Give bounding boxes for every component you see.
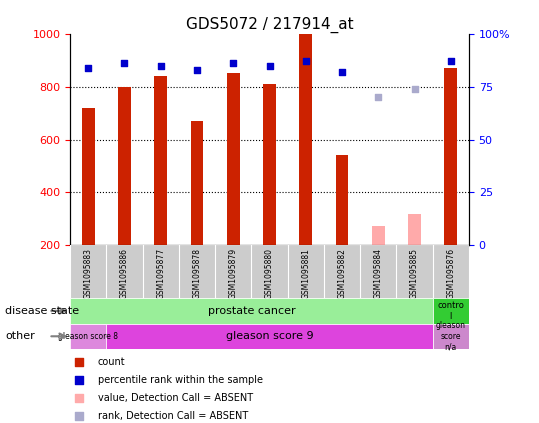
Point	[120, 60, 129, 67]
Bar	[408, 214, 421, 245]
FancyBboxPatch shape	[288, 245, 324, 298]
Text: gleason score 9: gleason score 9	[226, 331, 313, 341]
Text: rank, Detection Call = ABSENT: rank, Detection Call = ABSENT	[98, 411, 248, 421]
Text: prostate cancer: prostate cancer	[208, 306, 295, 316]
Text: GSM1095876: GSM1095876	[446, 248, 455, 299]
Bar	[263, 84, 276, 245]
Text: value, Detection Call = ABSENT: value, Detection Call = ABSENT	[98, 393, 253, 403]
Point	[156, 62, 165, 69]
Point	[378, 318, 387, 325]
Text: gleason
score
n/a: gleason score n/a	[436, 321, 466, 351]
FancyBboxPatch shape	[143, 245, 179, 298]
Text: count: count	[98, 357, 125, 367]
Point	[374, 94, 383, 101]
Point	[84, 64, 93, 71]
Text: GSM1095880: GSM1095880	[265, 248, 274, 299]
Point	[301, 58, 310, 65]
Text: contro
l: contro l	[437, 301, 464, 321]
Text: other: other	[5, 331, 35, 341]
Point	[192, 66, 201, 73]
Text: GSM1095883: GSM1095883	[84, 248, 93, 299]
Point	[410, 85, 419, 92]
FancyBboxPatch shape	[70, 298, 433, 324]
Text: GSM1095877: GSM1095877	[156, 248, 165, 299]
Text: disease state: disease state	[5, 306, 80, 316]
Text: GSM1095882: GSM1095882	[337, 248, 347, 299]
Point	[229, 60, 238, 67]
Bar	[118, 87, 131, 245]
Bar	[300, 34, 312, 245]
Text: gleason score 8: gleason score 8	[58, 332, 118, 341]
FancyBboxPatch shape	[106, 324, 433, 349]
FancyBboxPatch shape	[215, 245, 251, 298]
Text: GSM1095879: GSM1095879	[229, 248, 238, 299]
FancyBboxPatch shape	[251, 245, 288, 298]
FancyBboxPatch shape	[106, 245, 143, 298]
FancyBboxPatch shape	[396, 245, 433, 298]
Text: GSM1095884: GSM1095884	[374, 248, 383, 299]
Bar	[227, 74, 240, 245]
Text: GDS5072 / 217914_at: GDS5072 / 217914_at	[186, 17, 353, 33]
Bar	[372, 225, 385, 245]
Text: GSM1095886: GSM1095886	[120, 248, 129, 299]
Point	[378, 155, 387, 162]
FancyBboxPatch shape	[433, 324, 469, 349]
FancyBboxPatch shape	[324, 245, 360, 298]
Point	[446, 58, 455, 65]
FancyBboxPatch shape	[70, 245, 106, 298]
Bar	[82, 108, 94, 245]
Text: GSM1095885: GSM1095885	[410, 248, 419, 299]
FancyBboxPatch shape	[433, 298, 469, 324]
Point	[265, 62, 274, 69]
Text: GSM1095878: GSM1095878	[192, 248, 202, 299]
Bar	[191, 121, 203, 245]
FancyBboxPatch shape	[70, 324, 106, 349]
FancyBboxPatch shape	[179, 245, 215, 298]
FancyBboxPatch shape	[433, 245, 469, 298]
Bar	[336, 156, 348, 245]
Point	[338, 69, 347, 75]
FancyBboxPatch shape	[360, 245, 396, 298]
Bar	[445, 68, 457, 245]
Bar	[154, 76, 167, 245]
Text: GSM1095881: GSM1095881	[301, 248, 310, 299]
Text: percentile rank within the sample: percentile rank within the sample	[98, 375, 262, 385]
